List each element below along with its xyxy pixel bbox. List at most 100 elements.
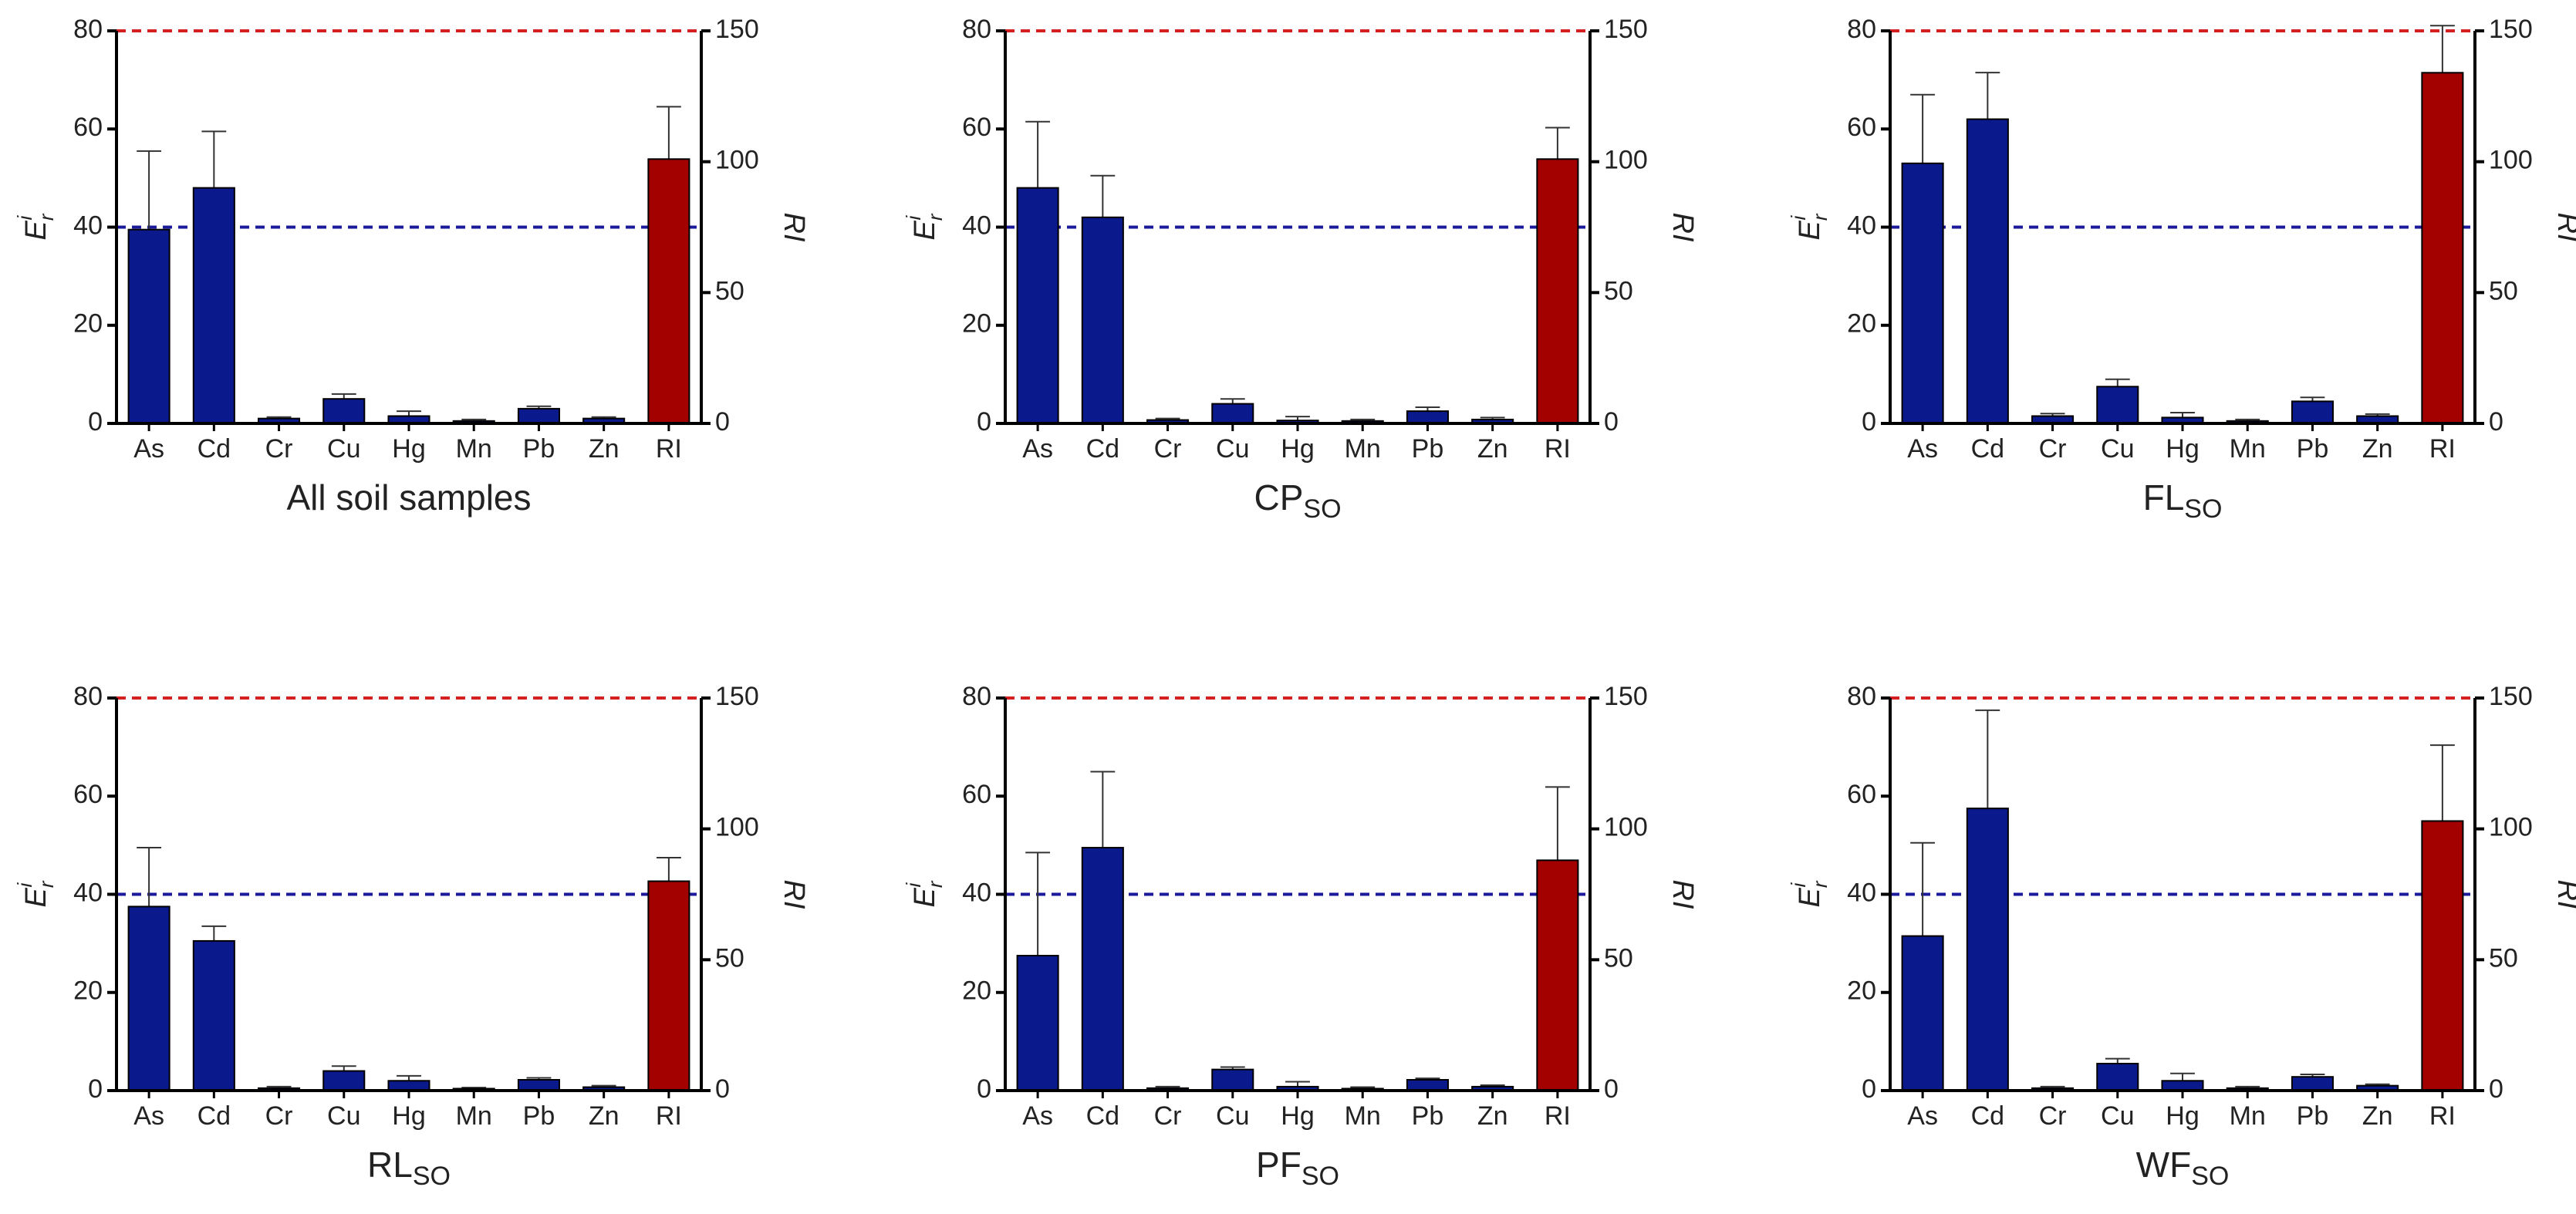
y-tick-label: 60 <box>962 780 991 809</box>
bar <box>1536 859 1579 1092</box>
x-tick-label: Pb <box>2297 1101 2329 1131</box>
title-subscript: SO <box>413 1162 451 1191</box>
x-tick-label: Cd <box>1086 1101 1119 1131</box>
bar <box>127 228 170 424</box>
x-tick-label: Cr <box>265 434 293 464</box>
x-tick-label: RI <box>2429 434 2456 464</box>
y-label-text: E <box>909 221 941 241</box>
y-tick-label: 0 <box>1862 1074 1876 1104</box>
x-tick-label: Pb <box>523 1101 555 1131</box>
bar <box>1081 847 1124 1092</box>
bar <box>2421 820 2464 1092</box>
y2-tick-label: 50 <box>1604 943 1633 973</box>
x-tick-label: As <box>133 1101 164 1131</box>
y2-tick-label: 50 <box>715 943 744 973</box>
panel: 0 20 40 60 80 0 50 100 150 As Cd Cr Cu Hg Mn Pb Zn RI CPSO… <box>902 15 1699 524</box>
bar <box>2096 1063 2139 1091</box>
error-bar <box>201 925 227 941</box>
y2-tick-label: 0 <box>715 1074 730 1104</box>
x-tick-label: RI <box>656 1101 682 1131</box>
bar <box>517 1079 560 1091</box>
error-bar <box>137 847 162 907</box>
y-tick-label: 60 <box>962 113 991 142</box>
x-tick-label: Hg <box>2166 1101 2199 1131</box>
y-tick-label: 20 <box>962 976 991 1006</box>
y-tick-label: 60 <box>73 780 103 809</box>
error-bar <box>2105 1057 2130 1064</box>
panel-title: WFSO <box>2136 1145 2230 1191</box>
panel-title: CPSO <box>1254 477 1341 524</box>
y-tick-label: 80 <box>73 15 103 44</box>
y2-tick-label: 150 <box>1604 15 1648 44</box>
y-tick-label: 0 <box>88 407 103 437</box>
y2-tick-label: 50 <box>1604 276 1633 305</box>
title-text: All soil samples <box>287 477 532 518</box>
y-tick-label: 60 <box>73 113 103 142</box>
error-bar <box>1545 786 1570 861</box>
y-label-superscript: i <box>13 882 36 887</box>
bar <box>1211 403 1254 424</box>
bar <box>192 187 235 424</box>
panel: 0 20 40 60 80 0 50 100 150 As Cd Cr Cu Hg Mn Pb Zn RI FLSO… <box>1787 15 2576 524</box>
x-tick-label: Cu <box>327 434 360 464</box>
x-tick-label: Cu <box>1216 1101 1249 1131</box>
error-bar <box>1285 1081 1310 1087</box>
y2-tick-label: 100 <box>1604 146 1648 175</box>
y-tick-label: 60 <box>1847 113 1876 142</box>
error-bar <box>1025 851 1051 956</box>
y-label-text: E <box>20 221 52 241</box>
x-tick-label: Cr <box>2039 434 2067 464</box>
y-tick-label: 40 <box>73 878 103 907</box>
y2-tick-label: 150 <box>2489 682 2533 711</box>
y2-tick-label: 0 <box>2489 1074 2503 1104</box>
x-tick-label: As <box>133 434 164 464</box>
y2-tick-label: 100 <box>715 146 759 175</box>
x-tick-label: Cu <box>1216 434 1249 464</box>
x-tick-label: RI <box>2429 1101 2456 1131</box>
y-tick-label: 40 <box>962 211 991 240</box>
bar <box>647 880 690 1091</box>
y-tick-label: 20 <box>1847 309 1876 339</box>
x-tick-label: Mn <box>456 434 492 464</box>
y-tick-label: 0 <box>88 1074 103 1104</box>
x-tick-label: Zn <box>2362 1101 2393 1131</box>
bar <box>1901 935 1944 1092</box>
x-tick-label: Cd <box>1086 434 1119 464</box>
error-bar <box>2170 412 2195 418</box>
error-bar <box>2429 744 2455 821</box>
y2-tick-label: 0 <box>1604 407 1619 437</box>
y-tick-label: 80 <box>73 682 103 711</box>
x-tick-label: Cd <box>198 1101 231 1131</box>
x-tick-label: Cd <box>1971 1101 2004 1131</box>
error-bar <box>1910 841 1936 936</box>
x-tick-label: Hg <box>2166 434 2199 464</box>
y2-tick-label: 150 <box>1604 682 1648 711</box>
bar <box>322 1070 366 1092</box>
bar <box>127 905 170 1091</box>
y2-axis-label: RI <box>2551 213 2576 242</box>
x-tick-label: Cu <box>2101 434 2134 464</box>
y2-axis-label: RI <box>1666 213 1699 242</box>
x-tick-label: Hg <box>1281 434 1314 464</box>
y2-tick-label: 150 <box>2489 15 2533 44</box>
error-bar <box>331 1065 356 1071</box>
y-tick-label: 60 <box>1847 780 1876 809</box>
y-label-subscript: r <box>1808 880 1832 888</box>
bar <box>1901 162 1944 424</box>
x-tick-label: RI <box>656 434 682 464</box>
x-tick-label: Zn <box>1477 1101 1508 1131</box>
y2-tick-label: 50 <box>2489 943 2518 973</box>
x-tick-label: Zn <box>589 434 620 464</box>
y-label-superscript: i <box>13 214 36 220</box>
y-label-superscript: i <box>902 882 925 887</box>
y-label-subscript: r <box>35 213 58 221</box>
y-axis-label: Eri <box>13 880 58 907</box>
y-axis-label: Eri <box>902 880 947 907</box>
y-axis-label: Eri <box>1787 880 1832 907</box>
x-tick-label: As <box>1907 434 1938 464</box>
y-tick-label: 40 <box>1847 211 1876 240</box>
title-text: FL <box>2143 477 2185 518</box>
bar <box>1966 118 2009 424</box>
title-subscript: SO <box>1302 1162 1339 1191</box>
